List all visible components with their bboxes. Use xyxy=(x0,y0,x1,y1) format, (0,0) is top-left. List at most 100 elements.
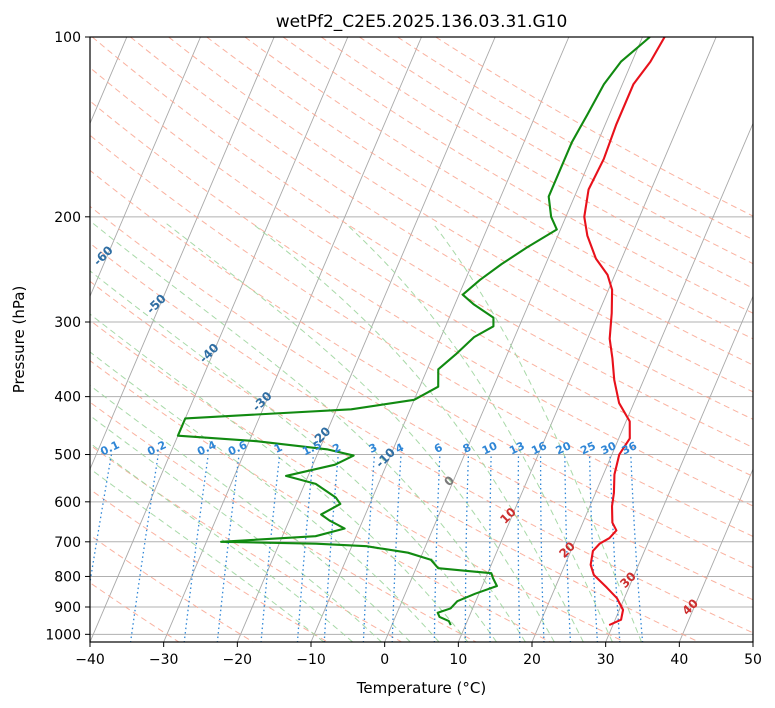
isotherm-line xyxy=(163,37,422,642)
mixing-ratio-label: 8 xyxy=(461,441,473,456)
mixing-ratio-line xyxy=(260,454,281,642)
isotherm-line xyxy=(531,122,753,642)
temperature-profile xyxy=(583,37,666,627)
line-labels: 0.10.20.40.611.52346810131620253036-100-… xyxy=(0,151,701,618)
y-axis-title: Pressure (hPa) xyxy=(10,286,28,394)
mixing-ratio-label: 6 xyxy=(432,441,445,456)
x-tick-label: 50 xyxy=(744,652,762,668)
moist-adiabat xyxy=(90,351,440,642)
mixing-ratio-label: 16 xyxy=(529,439,549,457)
isotherm-label: -30 xyxy=(250,389,275,414)
dry-adiabat xyxy=(90,169,753,569)
mixing-ratio-line xyxy=(609,454,621,642)
x-tick-label: −10 xyxy=(296,652,326,668)
isotherm-line xyxy=(752,640,753,642)
mixing-ratio-label: 13 xyxy=(507,439,526,457)
isotherm-line xyxy=(384,37,643,642)
dry-adiabat xyxy=(91,37,753,449)
isotherm-line xyxy=(236,37,496,642)
mixing-ratio-line xyxy=(564,454,572,642)
moist-adiabat xyxy=(345,222,613,642)
isotherm-line xyxy=(90,37,201,298)
mixing-ratio-line xyxy=(183,454,209,642)
x-tick-label: −30 xyxy=(149,652,179,668)
chart-title: wetPf2_C2E5.2025.136.03.31.G10 xyxy=(276,12,568,32)
dry-adiabat xyxy=(130,37,753,420)
dry-adiabat xyxy=(90,360,551,642)
dry-adiabat xyxy=(206,37,753,366)
dry-adiabat xyxy=(168,37,753,393)
y-tick-label: 700 xyxy=(54,535,81,551)
mixing-ratio-line xyxy=(630,454,644,642)
dry-adiabat xyxy=(397,37,753,241)
moist-adiabat xyxy=(432,222,642,642)
plot-background xyxy=(90,36,753,635)
x-tick-label: 0 xyxy=(380,652,389,668)
x-tick-label: −40 xyxy=(75,652,105,668)
mixing-ratio-line xyxy=(90,454,113,587)
isotherm-line xyxy=(678,467,753,642)
y-tick-label: 800 xyxy=(54,569,81,585)
mixing-ratio-line xyxy=(517,454,521,642)
mixing-ratio-line xyxy=(362,454,376,642)
moist-adiabat xyxy=(90,384,411,642)
moist-adiabat xyxy=(92,222,526,642)
dry-adiabat xyxy=(90,319,625,642)
moist-adiabat xyxy=(90,415,382,642)
y-tick-label: 300 xyxy=(54,315,81,331)
moist-adiabat xyxy=(251,222,584,642)
dry-adiabat xyxy=(244,37,753,340)
mixing-ratio-label: 25 xyxy=(578,439,597,457)
moist-adiabat xyxy=(90,468,325,642)
plot-area xyxy=(90,37,753,642)
moist-adiabat xyxy=(90,270,497,642)
moist-adiabat xyxy=(165,222,555,642)
isotherm-label: -50 xyxy=(144,291,169,316)
isotherm-line xyxy=(605,295,753,642)
dry-adiabat xyxy=(90,444,402,642)
dry-adiabat xyxy=(435,37,753,217)
y-tick-label: 100 xyxy=(54,30,81,46)
dry-adiabat xyxy=(90,134,753,537)
mixing-ratio-line xyxy=(588,454,599,642)
y-tick-label: 600 xyxy=(54,495,81,511)
x-tick-label: −20 xyxy=(223,652,253,668)
y-tick-label: 500 xyxy=(54,448,81,464)
moist-adiabat xyxy=(90,313,469,642)
dry-adiabat xyxy=(90,488,328,642)
mixing-ratio-line xyxy=(129,454,159,642)
axes: −40 −30 −20 −10 0 10 20 30 40 5010020030040050060… xyxy=(45,30,762,668)
isotherm-line xyxy=(90,37,349,642)
isotherm-label: -40 xyxy=(196,341,221,366)
y-tick-label: 400 xyxy=(54,390,81,406)
isotherm-line xyxy=(90,37,275,471)
isotherm-line xyxy=(310,37,570,642)
mixing-ratio-label: 30 xyxy=(599,439,619,457)
x-tick-label: 30 xyxy=(597,652,615,668)
dry-adiabat xyxy=(320,37,753,289)
mixing-ratio-label: 36 xyxy=(620,439,640,457)
x-axis-title: Temperature (°C) xyxy=(356,679,486,697)
mixing-ratio-label: 0.4 xyxy=(195,438,218,458)
dry-adiabat xyxy=(282,37,753,314)
dry-adiabat xyxy=(90,205,753,601)
x-tick-label: 10 xyxy=(449,652,467,668)
dry-adiabat xyxy=(90,242,753,634)
dry-adiabat xyxy=(90,280,700,642)
mixing-ratio-line xyxy=(433,454,441,642)
mixing-ratio-label: 20 xyxy=(554,439,574,457)
mixing-ratio-line xyxy=(539,454,545,642)
y-tick-label: 200 xyxy=(54,210,81,226)
dry-adiabat xyxy=(90,534,254,642)
isotherm-label: -80 xyxy=(0,151,8,176)
mixing-ratio-line xyxy=(391,454,402,642)
isotherm-line xyxy=(457,37,717,642)
y-tick-label: 900 xyxy=(54,600,81,616)
mixing-ratio-label: 10 xyxy=(480,439,500,457)
dewpoint-profile xyxy=(176,37,651,626)
mixing-ratio-line xyxy=(216,454,240,642)
x-tick-label: 40 xyxy=(670,652,688,668)
moist-adiabat xyxy=(90,442,354,642)
mixing-ratio-line xyxy=(489,454,492,642)
